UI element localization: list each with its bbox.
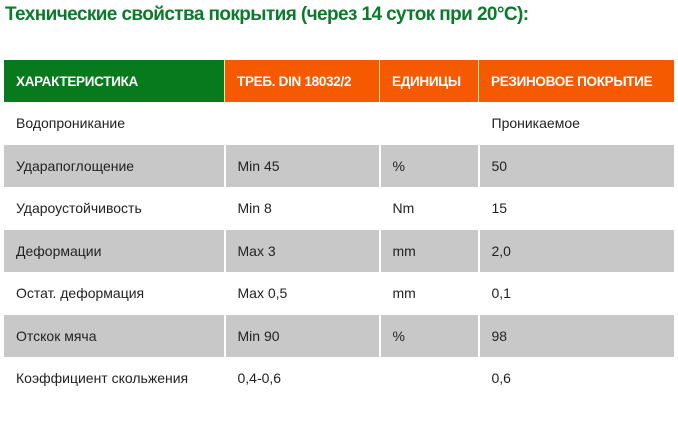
table-cell: 15 <box>477 187 674 230</box>
table-cell: Удара­поглощение <box>4 144 225 187</box>
table-cell <box>223 102 380 145</box>
header-characteristic: ХАРАКТЕРИСТИКА <box>4 60 225 102</box>
table-row: Удароустойчивость Min 8 Nm 15 <box>4 187 674 230</box>
header-rubber: РЕЗИНОВОЕ ПОКРЫТИЕ <box>478 60 674 102</box>
table-cell: Min 45 <box>223 144 380 187</box>
table-cell: mm <box>378 272 479 315</box>
table-cell: Min 8 <box>223 187 380 230</box>
table-header: ХАРАКТЕРИСТИКА ТРЕБ. DIN 18032/2 ЕДИНИЦЫ… <box>4 60 674 102</box>
table-cell: Max 0,5 <box>223 272 380 315</box>
table-cell: Max 3 <box>223 229 380 272</box>
table-row: Водопроникание Проникаемое <box>4 102 674 145</box>
table-cell: Проникаемое <box>477 102 674 145</box>
table-cell: Деформации <box>4 229 225 272</box>
table-cell: % <box>378 144 479 187</box>
table-row: Удара­поглощение Min 45% 50 <box>4 144 674 187</box>
header-din: ТРЕБ. DIN 18032/2 <box>224 60 380 102</box>
table-cell: Min 90 <box>223 314 380 357</box>
table-row: Отскок мяча Min 90% 98 <box>4 314 674 357</box>
table-cell: 50 <box>477 144 674 187</box>
table-cell: 0,6 <box>477 357 674 399</box>
table-cell: 0,4-0,6 <box>223 357 380 399</box>
table-cell: 98 <box>477 314 674 357</box>
table-cell: Коэффициент скольжения <box>16 370 189 386</box>
table-cell: % <box>378 314 479 357</box>
page-title: Технические свойства покрытия (через 14 … <box>5 4 529 25</box>
table-cell: 2,0 <box>477 229 674 272</box>
table-row: Деформации Max 3 mm 2,0 <box>4 229 674 272</box>
table-cell: Водопроникание <box>16 115 126 131</box>
table-cell: Nm <box>378 187 479 230</box>
table-row: Коэффициент скольжения 0,4-0,6 0,6 <box>4 357 674 399</box>
table-row: Остат. деформация Max 0,5 mm 0,1 <box>4 272 674 315</box>
table-cell: Отскок мяча <box>4 314 225 357</box>
table-cell: Остат. деформация <box>16 285 145 301</box>
header-units: ЕДИНИЦЫ <box>379 60 479 102</box>
table-cell: mm <box>378 229 479 272</box>
properties-table: ХАРАКТЕРИСТИКА ТРЕБ. DIN 18032/2 ЕДИНИЦЫ… <box>4 60 674 399</box>
table-cell: 0,1 <box>477 272 674 315</box>
table-cell <box>378 357 479 399</box>
table-cell <box>378 102 479 145</box>
table-cell: Удароустойчивость <box>16 200 142 216</box>
